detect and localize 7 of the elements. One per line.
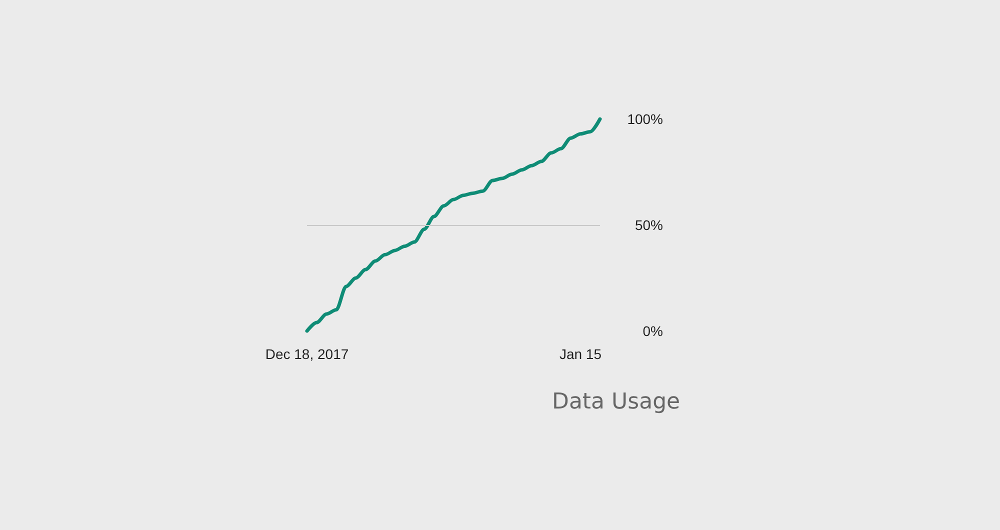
x-tick-label: Dec 18, 2017 bbox=[265, 346, 349, 362]
y-tick-label: 100% bbox=[627, 111, 663, 127]
x-tick-label: Jan 15 bbox=[559, 346, 602, 362]
line-series bbox=[305, 117, 602, 333]
y-tick-label: 0% bbox=[642, 323, 663, 339]
y-tick-label: 50% bbox=[634, 217, 663, 233]
text: Data Usage bbox=[552, 390, 680, 414]
